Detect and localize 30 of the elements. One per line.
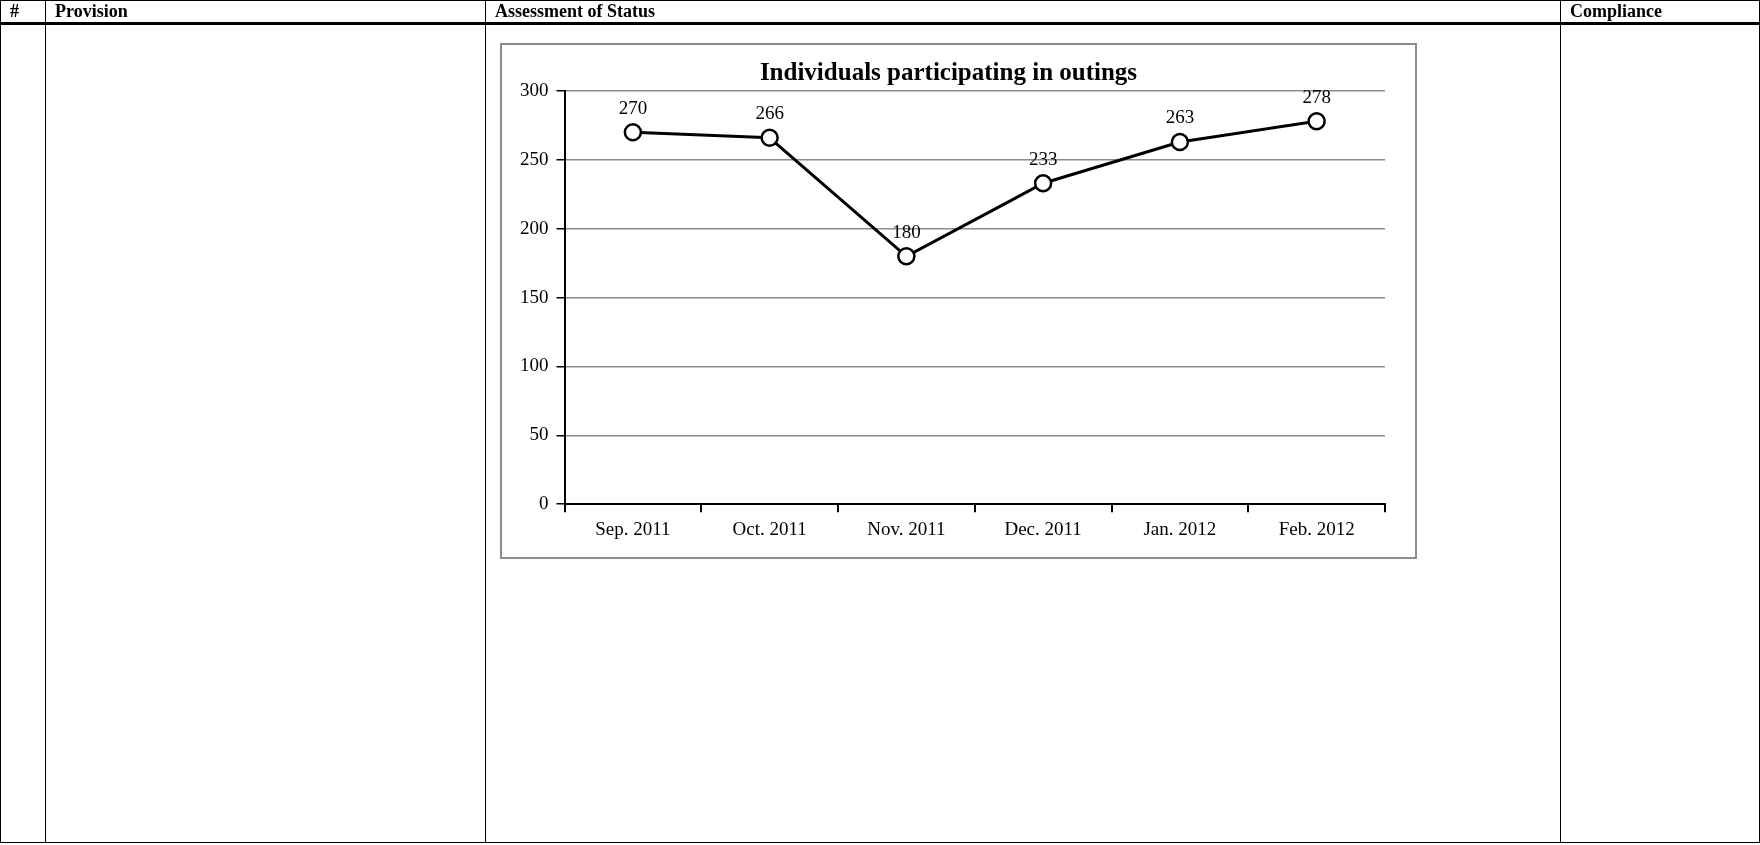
x-tick-label: Jan. 2012 — [1143, 517, 1217, 539]
x-tick-label: Feb. 2012 — [1278, 517, 1355, 539]
point — [897, 247, 916, 266]
point — [623, 123, 643, 142]
data-label: 270 — [618, 96, 648, 118]
x-tick-label: Nov. 2011 — [867, 517, 946, 539]
data-label: 180 — [892, 220, 921, 242]
y-tick-label: 200 — [520, 216, 549, 238]
y-tick-label: 50 — [529, 423, 549, 445]
text: Compliance — [1570, 1, 1662, 22]
y-tick-label: 250 — [520, 147, 549, 169]
data-label: 278 — [1302, 85, 1331, 107]
y-tick-label: 300 — [520, 78, 549, 100]
chart-title: Individuals participating in outings — [759, 58, 1138, 86]
data-label: 233 — [1028, 147, 1058, 169]
x-tick-label: Sep. 2011 — [595, 517, 671, 539]
point — [1307, 112, 1326, 131]
point — [1033, 174, 1053, 193]
text: Assessment of Status — [495, 1, 656, 22]
point — [1170, 132, 1190, 152]
text: # — [10, 1, 19, 22]
y-tick-label: 100 — [520, 354, 549, 376]
point — [760, 128, 779, 148]
text: Provision — [55, 1, 128, 22]
y-tick-label: 0 — [539, 492, 549, 514]
data-label: 263 — [1165, 106, 1195, 128]
x-tick-label: Dec. 2011 — [1004, 517, 1082, 539]
data-label: 266 — [755, 102, 784, 124]
y-tick-label: 150 — [520, 285, 549, 307]
x-tick-label: Oct. 2011 — [732, 517, 807, 539]
